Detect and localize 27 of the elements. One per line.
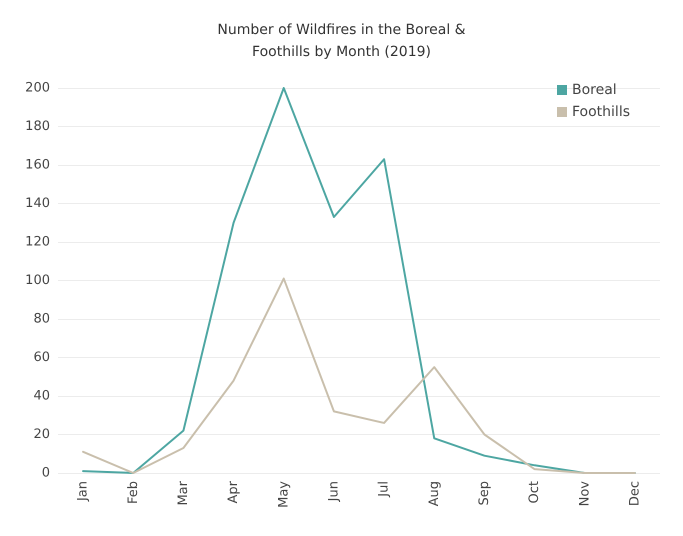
legend-label: Foothills: [572, 104, 630, 120]
x-tick-label: Sep: [476, 481, 492, 506]
y-tick-label: 40: [33, 388, 50, 404]
x-tick-label: May: [276, 480, 292, 508]
y-tick-label: 120: [25, 234, 50, 250]
y-tick-label: 140: [25, 196, 50, 211]
x-tick-label: Feb: [126, 481, 141, 504]
x-tick-label: Apr: [226, 480, 242, 504]
y-tick-label: 60: [33, 350, 50, 365]
x-tick-label: Jan: [76, 481, 91, 502]
y-tick-label: 100: [25, 273, 50, 288]
x-tick-label: Aug: [426, 481, 442, 506]
y-tick-label: 180: [25, 119, 50, 134]
x-tick-label: Nov: [577, 480, 592, 506]
y-tick-label: 80: [33, 312, 50, 326]
x-tick-label: Mar: [176, 480, 191, 506]
y-tick-label: 0: [42, 466, 50, 480]
line-series: [82, 278, 636, 474]
x-tick-label: Oct: [527, 481, 542, 504]
x-tick-label: Jun: [326, 481, 342, 502]
legend-label: Boreal: [572, 82, 617, 98]
x-tick-label: Dec: [627, 481, 642, 506]
y-tick-label: 160: [25, 158, 50, 172]
x-tick-label: Jul: [376, 481, 392, 498]
chart-title: Number of Wildfires in the Boreal & Foothills by Month (2019): [217, 22, 466, 60]
y-tick-label: 200: [25, 80, 50, 96]
y-tick-label: 20: [33, 427, 50, 442]
